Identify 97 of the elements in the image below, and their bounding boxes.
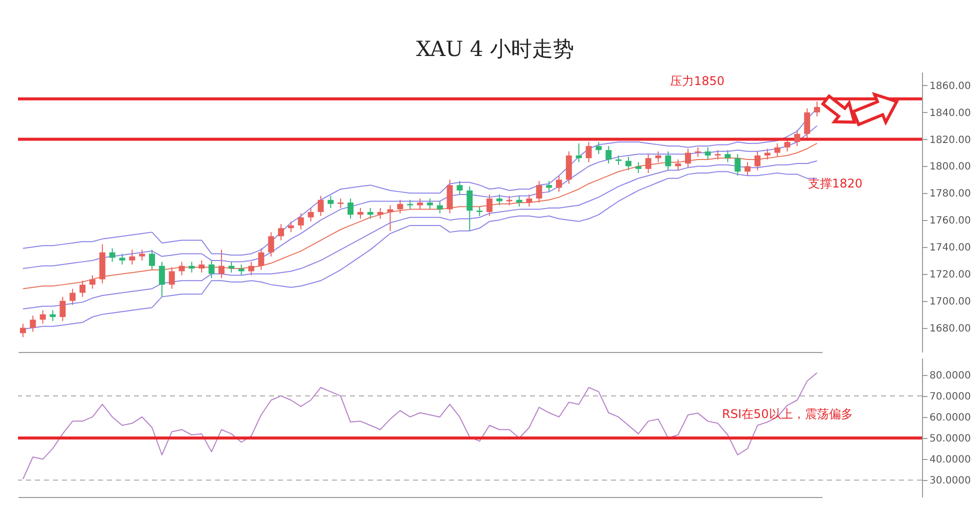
candlestick [417, 198, 423, 210]
candlestick [248, 261, 254, 276]
candlestick [89, 274, 96, 290]
y-tick-label: 1760.00 [930, 216, 971, 227]
candlestick [188, 261, 195, 274]
y-tick-label: 1740.00 [930, 242, 971, 254]
candlestick [704, 146, 711, 160]
candlestick [168, 266, 175, 290]
candlestick [764, 148, 770, 160]
candlestick [606, 146, 612, 164]
candlestick [486, 194, 492, 217]
candlestick [298, 212, 304, 230]
candlestick [794, 129, 800, 147]
y-tick-label: 30.0000 [930, 476, 971, 487]
candlestick [258, 248, 264, 270]
candlestick [238, 264, 244, 276]
candlestick [328, 195, 334, 208]
candlestick [30, 315, 36, 332]
candlestick [288, 220, 294, 233]
candlestick [546, 180, 552, 192]
candlestick [338, 198, 344, 208]
line-series [22, 372, 818, 480]
candlestick [348, 198, 354, 220]
candlestick [318, 195, 324, 217]
candlestick [456, 180, 463, 195]
candlestick [655, 150, 662, 163]
y-tick-label: 1780.00 [930, 188, 971, 200]
candlestick [814, 101, 820, 117]
candlestick [119, 253, 126, 265]
y-tick-label: 40.0000 [930, 454, 971, 466]
y-tick-label: 50.0000 [930, 434, 971, 445]
candlestick [694, 146, 701, 158]
candlestick [516, 195, 522, 208]
y-tick-label: 1820.00 [930, 134, 971, 146]
candlestick [228, 261, 234, 274]
candlestick [774, 142, 780, 158]
y-tick-label: 1680.00 [930, 323, 971, 334]
y-tick-label: 1720.00 [930, 269, 971, 280]
candlestick [178, 261, 185, 276]
candlestick [596, 142, 602, 155]
candlestick [556, 175, 562, 192]
candlestick [476, 206, 483, 217]
candlestick [397, 199, 404, 214]
y-tick-label: 1840.00 [930, 108, 971, 119]
candlestick [377, 207, 384, 220]
candlestick [526, 194, 532, 208]
candlestick [436, 200, 443, 214]
candlestick [129, 249, 136, 265]
candlestick [675, 159, 682, 171]
candlestick [616, 154, 622, 166]
candlestick [278, 224, 284, 241]
candlestick [714, 150, 721, 160]
candlestick [586, 142, 592, 163]
y-tick-label: 60.0000 [930, 412, 971, 424]
candlestick [407, 199, 414, 210]
candlestick [536, 180, 542, 204]
candlestick [308, 207, 314, 222]
candlestick [367, 207, 374, 220]
candlestick [218, 249, 224, 278]
candlestick [724, 150, 731, 163]
y-tick-label: 1800.00 [930, 162, 971, 173]
candlestick [268, 232, 274, 257]
candlestick [754, 150, 760, 171]
candlestick [576, 142, 582, 163]
y-tick-label: 1700.00 [930, 296, 971, 308]
candlestick [426, 198, 433, 210]
candlestick [208, 260, 215, 278]
candlestick [357, 207, 364, 220]
candlestick [20, 323, 26, 338]
candlestick [60, 296, 66, 322]
candlestick [744, 162, 751, 176]
candlestick [645, 154, 652, 174]
y-tick-label: 70.0000 [930, 391, 971, 402]
ref-line-label: 压力1850 [670, 74, 725, 88]
candlestick [734, 154, 741, 176]
candlestick [466, 186, 473, 232]
candlestick [149, 249, 155, 270]
candlestick [625, 156, 632, 171]
y-tick-label: 1860.00 [930, 80, 971, 92]
candlestick [70, 288, 76, 306]
candlestick [665, 150, 672, 171]
y-tick-label: 80.0000 [930, 370, 971, 382]
candlestick [139, 249, 146, 261]
candlestick [158, 261, 165, 298]
chart-title: XAU 4 小时走势 [416, 37, 574, 61]
candlestick [40, 310, 46, 324]
candlestick [804, 108, 810, 138]
candlestick [387, 204, 394, 232]
candlestick [496, 194, 502, 206]
candlestick [685, 148, 691, 168]
candlestick [50, 310, 56, 322]
candlestick [198, 260, 205, 274]
candlestick [635, 162, 642, 174]
candlestick [109, 248, 116, 262]
candlestick [80, 280, 86, 298]
ref-line-label: RSI在50以上，震荡偏多 [722, 407, 853, 422]
ref-line-label: 支撑1820 [808, 176, 863, 190]
